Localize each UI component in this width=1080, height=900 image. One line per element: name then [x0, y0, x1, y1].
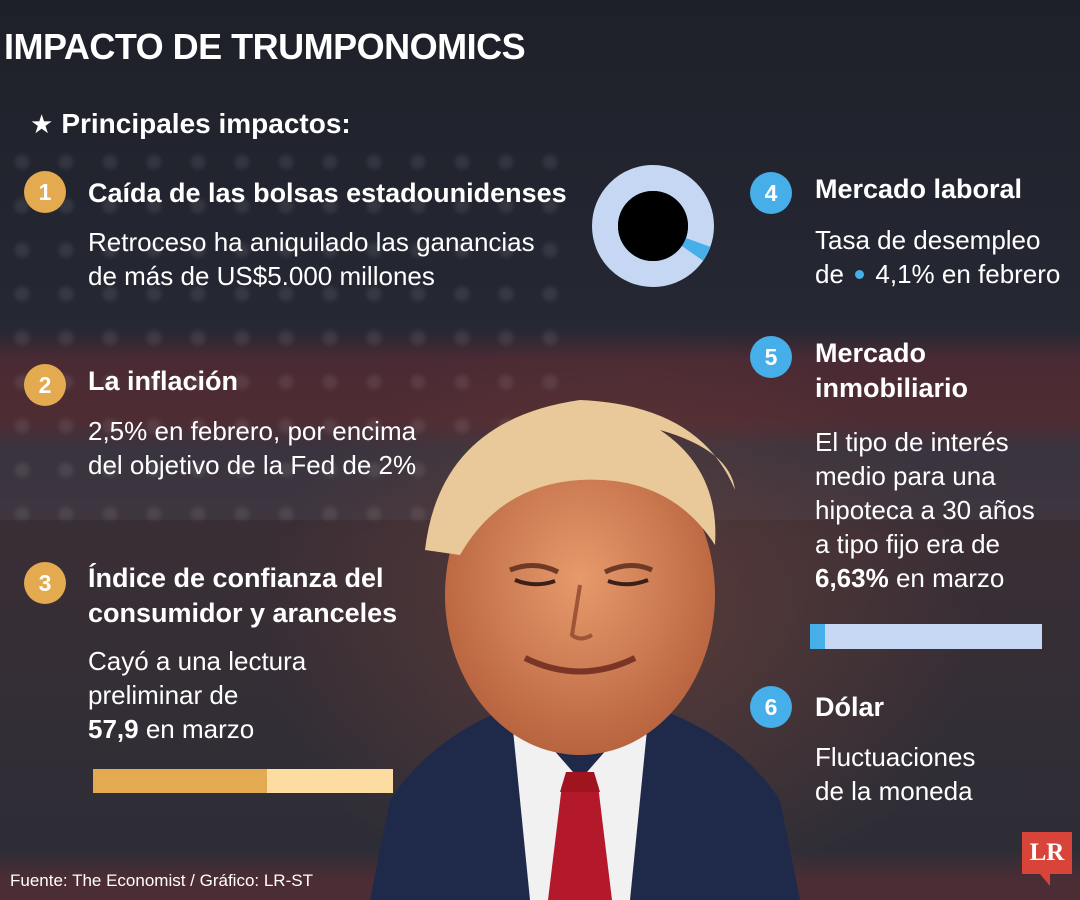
item-heading: Caída de las bolsas estadounidenses [88, 178, 567, 208]
donut-fill [592, 165, 714, 287]
item-body: Tasa de desempleo de 4,1% en febrero [815, 223, 1060, 291]
body-line: de la moneda [815, 776, 973, 806]
item-heading: Mercado inmobiliario [815, 336, 968, 406]
body-tail: en marzo [138, 714, 255, 744]
body-line: medio para una [815, 461, 996, 491]
item-number-badge: 1 [24, 171, 66, 213]
page-title: IMPACTO DE TRUMPONOMICS [4, 26, 526, 67]
item-number-badge: 6 [750, 686, 792, 728]
item-body: 2,5% en febrero, por encima del objetivo… [88, 414, 416, 482]
body-line: de más de US$5.000 millones [88, 261, 435, 291]
body-line: Tasa de desempleo [815, 225, 1041, 255]
body-line: a tipo fijo era de [815, 529, 1001, 559]
blue-dot-icon [855, 269, 865, 279]
item-number-badge: 3 [24, 562, 66, 604]
portrait-image [370, 400, 800, 900]
item-body: Cayó a una lectura preliminar de 57,9 en… [88, 644, 306, 746]
bar-track [810, 624, 1042, 649]
item-number-badge: 5 [750, 336, 792, 378]
logo-tail [1040, 874, 1050, 886]
item-body: Retroceso ha aniquilado las ganancias de… [88, 225, 535, 293]
section-subtitle: ★ Principales impactos: [30, 108, 351, 140]
item-heading: Índice de confianza del consumidor y ara… [88, 561, 397, 631]
body-line: El tipo de interés [815, 427, 1009, 457]
item-heading: Mercado laboral [815, 174, 1023, 204]
body-line: del objetivo de la Fed de 2% [88, 450, 417, 480]
body-tail: en marzo [888, 563, 1005, 593]
unemployment-donut [592, 165, 714, 287]
body-line: 6,63% en marzo [815, 561, 1035, 595]
item-body: Fluctuaciones de la moneda [815, 740, 975, 808]
item-heading: Dólar [815, 692, 885, 722]
subtitle-text: Principales impactos: [61, 108, 351, 139]
donut-track [592, 165, 714, 287]
body-line: Cayó a una lectura [88, 646, 307, 676]
body-line: preliminar de [88, 680, 239, 710]
bar-fill [810, 624, 826, 649]
highlight-value: 57,9 [88, 714, 139, 744]
item-number-badge: 4 [750, 172, 792, 214]
item-body: El tipo de interés medio para una hipote… [815, 425, 1035, 595]
body-line: Retroceso ha aniquilado las ganancias [88, 227, 535, 257]
heading-line: inmobiliario [815, 373, 969, 403]
star-icon: ★ [30, 108, 54, 139]
mortgage-rate-bar [810, 624, 1042, 649]
heading-line: Índice de confianza del [88, 563, 384, 593]
lr-logo: LR [1022, 832, 1072, 874]
body-line: hipoteca a 30 años [815, 495, 1035, 525]
body-line: 2,5% en febrero, por encima [88, 416, 417, 446]
item-number-badge: 2 [24, 364, 66, 406]
donut-hole [618, 191, 688, 261]
heading-line: Mercado [815, 338, 927, 368]
heading-line: consumidor y aranceles [88, 598, 398, 628]
confidence-index-bar [93, 769, 393, 793]
bar-fill [93, 769, 267, 793]
highlight-value: 6,63% [815, 563, 889, 593]
source-footer: Fuente: The Economist / Gráfico: LR-ST [10, 871, 313, 890]
body-line: Fluctuaciones [815, 742, 976, 772]
body-line: 57,9 en marzo [88, 712, 306, 746]
item-heading: La inflación [88, 366, 239, 396]
body-line: de 4,1% en febrero [815, 259, 1061, 289]
